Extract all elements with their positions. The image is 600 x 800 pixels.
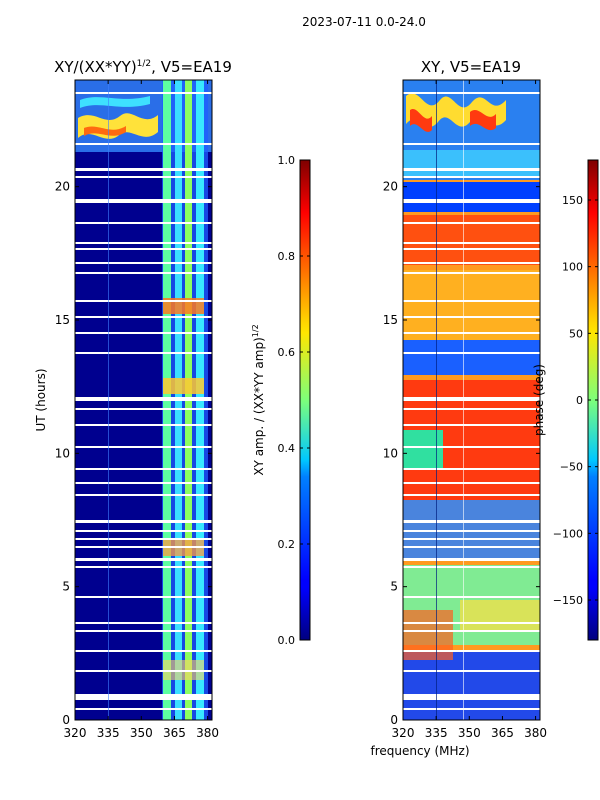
cbar-tick-label-1-0: −150 — [553, 594, 583, 607]
ytick-label-1-4: 20 — [383, 180, 398, 194]
ytick-label-1-0: 0 — [390, 713, 398, 727]
cbar-tick-label-0-5: 1.0 — [278, 154, 296, 167]
colorbar-label-amplitude: XY amp. / (XX*YY amp)1/2 — [251, 324, 266, 475]
ytick-label-0-2: 10 — [55, 446, 70, 460]
heatmap-amplitude — [75, 80, 212, 720]
panel-amplitude: XY/(XX*YY)1/2, V5=EA19 — [34, 58, 311, 740]
panel-title-phase: XY, V5=EA19 — [421, 58, 521, 76]
xtick-label-0-1: 335 — [97, 726, 120, 740]
ytick-label-0-3: 15 — [55, 313, 70, 327]
heatmap-phase — [403, 80, 540, 720]
colorbar-label-phase: phase (deg) — [532, 364, 546, 436]
xtick-label-0-4: 380 — [196, 726, 219, 740]
xtick-label-1-2: 350 — [458, 726, 481, 740]
xtick-label-0-2: 350 — [130, 726, 153, 740]
xlabel-phase: frequency (MHz) — [370, 744, 469, 758]
cbar-tick-label-0-2: 0.4 — [278, 442, 296, 455]
xtick-label-1-3: 365 — [491, 726, 514, 740]
ytick-label-1-2: 10 — [383, 446, 398, 460]
panel-title-amplitude: XY/(XX*YY)1/2, V5=EA19 — [54, 58, 232, 76]
cbar-tick-label-0-1: 0.2 — [278, 538, 296, 551]
cbar-tick-label-1-1: −100 — [553, 527, 583, 540]
cbar-tick-label-0-3: 0.6 — [278, 346, 296, 359]
ylabel-amplitude: UT (hours) — [34, 368, 48, 431]
cbar-tick-label-1-3: 0 — [576, 394, 583, 407]
xtick-label-1-0: 320 — [392, 726, 415, 740]
figure-suptitle: 2023-07-11 0.0-24.0 — [302, 15, 426, 29]
cbar-tick-label-1-6: 150 — [562, 194, 583, 207]
ytick-label-0-0: 0 — [62, 713, 70, 727]
ytick-label-1-3: 15 — [383, 313, 398, 327]
cbar-tick-label-0-0: 0.0 — [278, 634, 296, 647]
cbar-tick-label-1-2: −50 — [560, 461, 583, 474]
cbar-tick-label-0-4: 0.8 — [278, 250, 296, 263]
panel-phase: XY, V5=EA19 — [370, 58, 599, 758]
ytick-label-1-1: 5 — [390, 580, 398, 594]
xtick-label-0-3: 365 — [163, 726, 186, 740]
ytick-label-0-4: 20 — [55, 180, 70, 194]
xtick-label-1-4: 380 — [524, 726, 547, 740]
ytick-label-0-1: 5 — [62, 580, 70, 594]
cbar-tick-label-1-5: 100 — [562, 261, 583, 274]
cbar-tick-label-1-4: 50 — [569, 327, 583, 340]
xtick-label-1-1: 335 — [425, 726, 448, 740]
colorbar-amplitude — [299, 159, 311, 641]
xtick-label-0-0: 320 — [64, 726, 87, 740]
